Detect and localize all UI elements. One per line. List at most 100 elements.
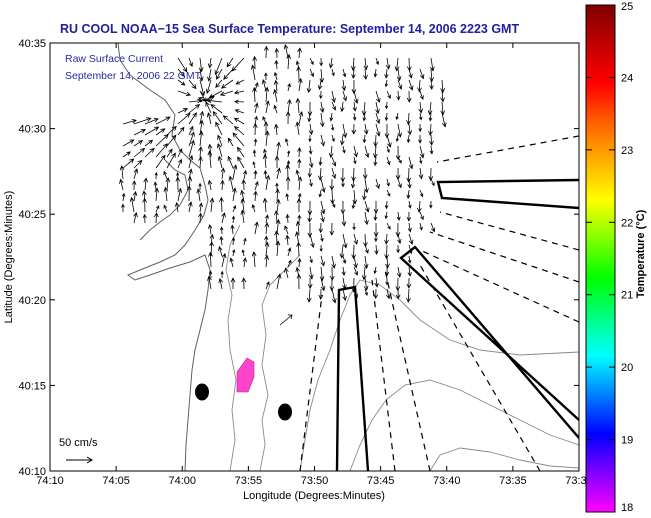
current-vector <box>307 167 312 178</box>
current-vector <box>214 57 223 76</box>
current-vector <box>352 112 357 122</box>
current-vector <box>265 174 271 191</box>
current-vector <box>274 47 280 59</box>
bathymetry-contour <box>349 379 579 471</box>
current-vector <box>427 101 433 116</box>
current-vector <box>318 288 324 301</box>
current-vector <box>279 314 293 326</box>
current-vector <box>374 277 379 288</box>
current-vector <box>287 259 292 268</box>
current-vector <box>241 277 247 290</box>
current-vector <box>408 79 414 91</box>
current-vector <box>198 68 204 82</box>
current-vector <box>283 44 289 59</box>
current-vector <box>243 169 248 180</box>
current-vector <box>384 68 389 79</box>
radar-site-marker <box>278 403 292 421</box>
current-vector <box>286 98 292 114</box>
current-vector <box>364 200 370 213</box>
current-vector <box>342 288 347 302</box>
current-vector <box>352 101 357 112</box>
current-vector <box>419 222 423 231</box>
current-vector <box>307 277 313 290</box>
current-vector <box>406 167 412 183</box>
current-vector <box>240 209 246 224</box>
current-vector <box>353 266 358 276</box>
current-vector <box>440 90 445 103</box>
current-vector <box>308 156 314 169</box>
current-vector <box>353 90 359 104</box>
current-vector <box>440 79 445 94</box>
current-vector <box>397 123 403 138</box>
current-vector <box>196 188 202 202</box>
current-vector <box>188 79 197 90</box>
current-vector <box>121 192 126 202</box>
current-vector <box>396 90 401 101</box>
lane-boundary-dashed <box>429 231 579 283</box>
current-vector <box>397 156 402 164</box>
current-vector <box>264 130 270 147</box>
y-tick-label: 40:20 <box>18 295 46 307</box>
current-vector <box>187 201 193 213</box>
current-vector <box>133 140 144 147</box>
current-vector <box>274 210 279 224</box>
current-vector <box>220 270 224 279</box>
current-vector <box>373 68 378 78</box>
current-vector <box>133 147 146 158</box>
current-vector <box>166 148 173 158</box>
current-vector <box>386 145 390 154</box>
current-vector <box>133 117 152 125</box>
x-tick-label: 73:55 <box>235 475 263 487</box>
current-vector <box>285 111 291 125</box>
x-axis: 74:10 74:05 74:00 73:55 73:50 73:45 73:40 73:35… <box>36 43 593 487</box>
current-vector <box>374 244 379 256</box>
current-vector <box>143 177 149 191</box>
current-vector <box>419 189 424 198</box>
current-vector <box>265 214 269 224</box>
current-vector <box>240 189 245 202</box>
sst-pixel-patch <box>236 357 255 393</box>
current-vector <box>163 170 168 180</box>
current-vector <box>198 212 203 224</box>
current-vector <box>353 233 359 246</box>
current-vector <box>342 90 348 102</box>
current-vector <box>165 177 171 191</box>
x-tick-label: 73:35 <box>499 475 527 487</box>
current-vector <box>384 211 388 220</box>
current-vector <box>177 79 186 86</box>
current-vector <box>331 288 337 304</box>
current-vector <box>396 211 401 221</box>
current-vector <box>188 112 197 125</box>
current-vector <box>199 110 205 125</box>
current-vector <box>320 233 324 242</box>
current-vector <box>419 145 425 159</box>
current-vector <box>363 68 368 80</box>
current-vector <box>207 179 213 191</box>
current-vector <box>264 222 270 235</box>
current-vector <box>418 134 422 144</box>
current-vector <box>155 143 168 158</box>
current-vector <box>264 86 270 103</box>
current-vector <box>428 123 433 136</box>
current-vector <box>428 112 433 122</box>
current-vector <box>394 57 400 72</box>
current-vector <box>129 196 135 213</box>
current-vector <box>142 213 147 224</box>
current-vector <box>177 68 185 77</box>
current-vector <box>331 134 335 143</box>
current-vector <box>208 90 223 99</box>
x-tick-label: 74:00 <box>168 475 196 487</box>
current-vector <box>319 244 323 252</box>
current-vector <box>429 68 434 83</box>
current-vector <box>231 215 236 224</box>
y-axis-label: Latitude (Degrees:Minutes) <box>3 191 15 324</box>
current-vector <box>206 112 212 125</box>
current-vector <box>309 68 314 78</box>
current-vector <box>319 101 325 113</box>
current-vector <box>375 57 379 66</box>
current-vector <box>309 255 313 264</box>
colorbar-tick-label: 23 <box>621 145 633 157</box>
current-vector <box>395 134 399 143</box>
current-vector <box>233 90 245 95</box>
